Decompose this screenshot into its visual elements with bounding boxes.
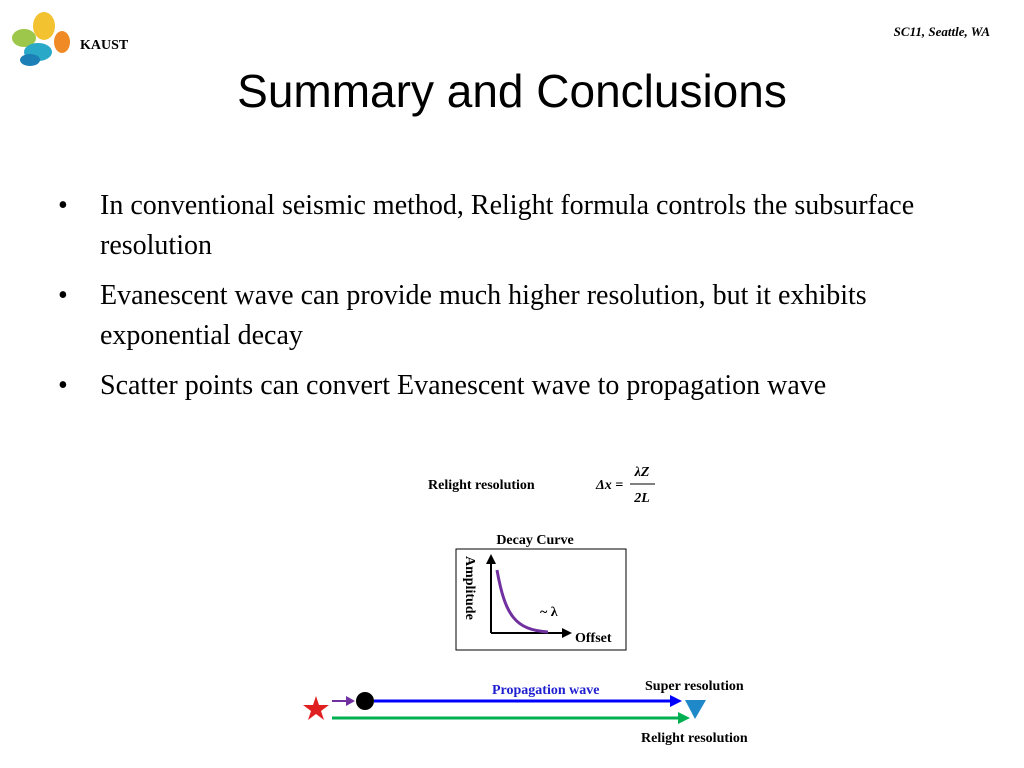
- logo: [12, 12, 70, 66]
- bullet-list: In conventional seismic method, Relight …: [58, 186, 938, 416]
- decay-curve: [495, 569, 549, 634]
- arrowhead: [346, 696, 355, 706]
- scatter-point: [356, 692, 374, 710]
- decay-annotation: ~ λ: [540, 605, 558, 620]
- source-star: [303, 696, 329, 720]
- formula-denominator: 2L: [633, 491, 650, 506]
- decay-y-label: Amplitude: [462, 556, 477, 620]
- formula-label: Relight resolution: [428, 478, 535, 493]
- relight-label: Relight resolution: [641, 731, 748, 746]
- venue: SC11, Seattle, WA: [893, 24, 990, 39]
- propagation-label: Propagation wave: [492, 683, 599, 698]
- receiver: [685, 700, 706, 719]
- formula-lhs: Δx =: [595, 478, 623, 493]
- arrowhead: [678, 712, 690, 724]
- bullet: Evanescent wave can provide much higher …: [58, 276, 938, 356]
- decay-box: [455, 548, 627, 651]
- arrowhead: [670, 695, 682, 707]
- decay-title: Decay Curve: [496, 533, 573, 548]
- formula-numerator: λZ: [634, 465, 650, 480]
- slide-title: Summary and Conclusions: [237, 65, 787, 117]
- arrowhead: [486, 554, 496, 564]
- bullet: Scatter points can convert Evanescent wa…: [58, 366, 938, 406]
- bullet: In conventional seismic method, Relight …: [58, 186, 938, 266]
- decay-x-label: Offset: [575, 631, 612, 646]
- super-label: Super resolution: [645, 679, 744, 694]
- logo-text: KAUST: [80, 38, 129, 53]
- arrowhead: [562, 628, 572, 638]
